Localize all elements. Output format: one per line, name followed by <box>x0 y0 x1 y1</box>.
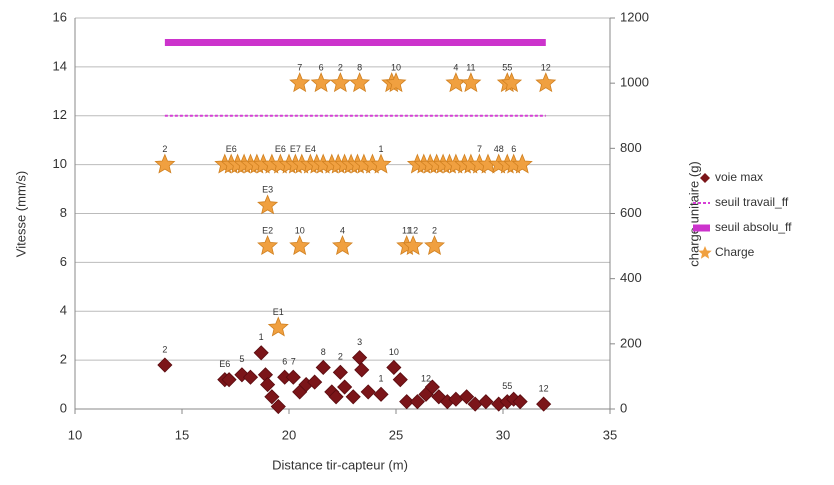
y2-tick-label: 0 <box>620 400 627 415</box>
point-label: 7 <box>291 357 296 367</box>
point-label: 55 <box>502 63 512 73</box>
point-label: 48 <box>494 144 504 154</box>
point-label: 7 <box>297 63 302 73</box>
y-tick-label: 14 <box>53 58 67 73</box>
point-label: 4 <box>453 63 458 73</box>
point-label: 2 <box>338 352 343 362</box>
x-tick-label: 20 <box>282 427 296 442</box>
point-label: E3 <box>262 185 273 195</box>
point-label: 7 <box>477 144 482 154</box>
point-label: 11 <box>466 63 475 73</box>
y2-tick-label: 800 <box>620 140 642 155</box>
point-label: 8 <box>321 347 326 357</box>
point-label: 2 <box>162 144 167 154</box>
legend-label: seuil absolu_ff <box>715 220 792 234</box>
x-axis-title: Distance tir-capteur (m) <box>272 457 408 472</box>
x-tick-label: 10 <box>68 427 82 442</box>
y-tick-label: 12 <box>53 107 67 122</box>
x-tick-label: 15 <box>175 427 189 442</box>
y-tick-label: 2 <box>60 352 67 367</box>
point-label: E1 <box>273 307 284 317</box>
point-label: 6 <box>511 144 516 154</box>
chart: Distance tir-capteur (m) Vitesse (mm/s) … <box>0 0 834 480</box>
point-label: E7 <box>290 144 301 154</box>
point-label: E4 <box>305 144 316 154</box>
point-label: 10 <box>389 347 399 357</box>
point-label: 55 <box>502 381 512 391</box>
y2-tick-label: 1000 <box>620 75 649 90</box>
y-tick-label: 16 <box>53 9 67 24</box>
y-axis-title: Vitesse (mm/s) <box>13 171 28 257</box>
point-label: 2 <box>162 344 167 354</box>
point-label: 1 <box>379 144 384 154</box>
point-label: E6 <box>219 359 230 369</box>
point-label: 5 <box>239 354 244 364</box>
point-label: 10 <box>295 225 305 235</box>
x-tick-label: 30 <box>496 427 510 442</box>
point-label: E2 <box>262 225 273 235</box>
point-label: 12 <box>408 225 418 235</box>
y2-tick-label: 1200 <box>620 9 649 24</box>
point-label: 6 <box>282 357 287 367</box>
x-tick-label: 35 <box>603 427 617 442</box>
y-tick-label: 4 <box>60 303 67 318</box>
y2-tick-label: 400 <box>620 270 642 285</box>
point-label: 12 <box>421 374 431 384</box>
point-label: 8 <box>357 63 362 73</box>
point-label: 12 <box>539 383 549 393</box>
point-label: 10 <box>391 63 401 73</box>
point-label: 4 <box>340 225 345 235</box>
x-tick-label: 25 <box>389 427 403 442</box>
point-label: 1 <box>259 332 264 342</box>
point-label: E6 <box>226 144 237 154</box>
y-tick-label: 0 <box>60 400 67 415</box>
y-tick-label: 8 <box>60 205 67 220</box>
point-label: 1 <box>379 374 384 384</box>
y-tick-label: 6 <box>60 254 67 269</box>
point-label: 2 <box>338 63 343 73</box>
legend-label: voie max <box>715 170 763 184</box>
point-label: 12 <box>541 63 551 73</box>
point-label: 6 <box>319 63 324 73</box>
y2-tick-label: 200 <box>620 335 642 350</box>
y-tick-label: 10 <box>53 156 67 171</box>
legend-label: Charge <box>715 245 755 259</box>
point-label: 2 <box>432 225 437 235</box>
legend-label: seuil travail_ff <box>715 195 789 209</box>
point-label: E6 <box>275 144 286 154</box>
point-label: 3 <box>357 337 362 347</box>
y2-tick-label: 600 <box>620 205 642 220</box>
